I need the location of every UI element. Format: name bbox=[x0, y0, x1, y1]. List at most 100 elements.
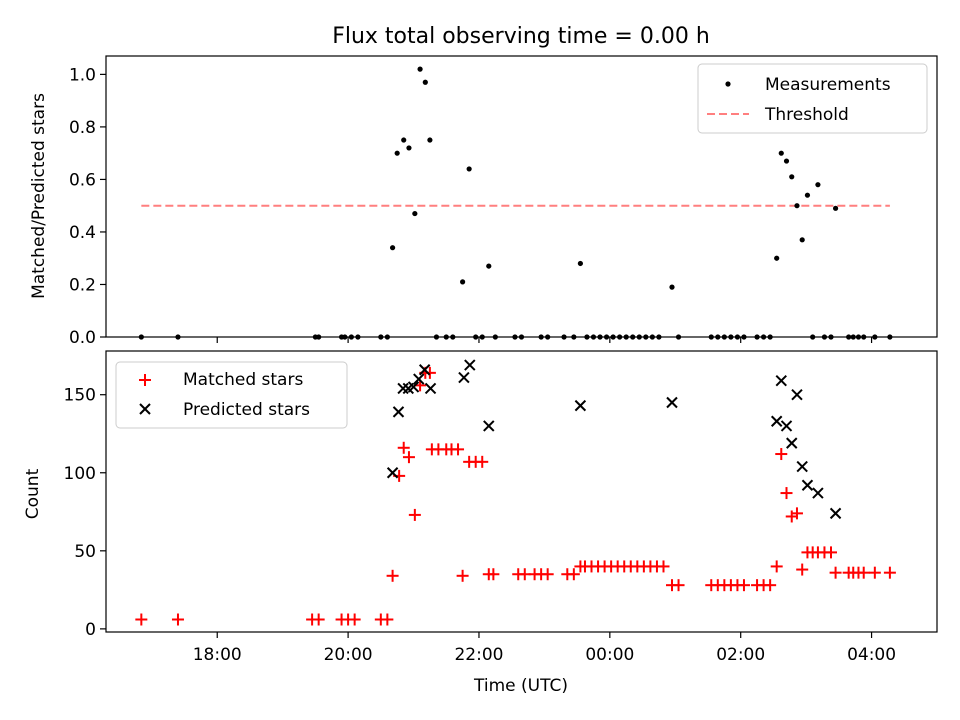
top-axes-frame bbox=[105, 55, 938, 338]
predicted-star-point bbox=[786, 437, 798, 449]
measurement-point bbox=[804, 192, 811, 198]
predicted-star-point bbox=[829, 507, 842, 520]
bottom-legend: Matched stars Predicted stars bbox=[115, 361, 348, 429]
matched-star-point bbox=[883, 566, 896, 579]
predicted-star-point bbox=[407, 381, 420, 393]
measurement-point bbox=[815, 182, 821, 188]
measurement-point bbox=[412, 210, 418, 217]
matched-star-point bbox=[381, 613, 394, 626]
matched-star-point bbox=[780, 487, 793, 500]
legend-matched-marker bbox=[139, 374, 151, 386]
matched-star-point bbox=[829, 566, 842, 579]
bottom-legend-box bbox=[115, 361, 348, 429]
bottom-axes-frame bbox=[105, 350, 938, 633]
measurement-point bbox=[794, 203, 800, 209]
legend-threshold-label: Threshold bbox=[764, 105, 849, 125]
top-y-axis-label: Matched/Predicted stars bbox=[29, 93, 49, 299]
predicted-star-point bbox=[791, 389, 803, 401]
matched-star-point bbox=[402, 451, 415, 464]
top-y-tick-label: 0.6 bbox=[69, 170, 96, 190]
predicted-star-point bbox=[424, 382, 437, 395]
matched-star-point bbox=[796, 563, 809, 576]
measurement-point bbox=[422, 79, 428, 85]
top-legend: Measurements Threshold bbox=[697, 63, 928, 134]
matched-star-point bbox=[770, 560, 783, 573]
measurement-point bbox=[832, 205, 839, 211]
predicted-star-point bbox=[812, 487, 824, 499]
measurement-point bbox=[406, 145, 412, 151]
top-y-axis: 0.0 0.2 0.4 0.6 0.8 1.0 bbox=[69, 65, 106, 348]
measurement-point bbox=[466, 166, 472, 172]
predicted-star-point bbox=[458, 371, 470, 384]
matched-star-point bbox=[541, 568, 554, 581]
matched-star-point bbox=[824, 546, 837, 559]
predicted-star-point bbox=[464, 359, 476, 371]
measurement-point bbox=[389, 245, 396, 251]
matched-star-point bbox=[348, 613, 361, 626]
measurement-point bbox=[401, 137, 407, 143]
measurement-point bbox=[774, 255, 780, 261]
matched-star-point bbox=[737, 579, 750, 592]
matched-star-point bbox=[386, 569, 399, 582]
x-tick-label: 04:00 bbox=[847, 645, 896, 665]
bottom-y-axis: 0 50 100 150 bbox=[64, 386, 106, 640]
legend-predicted-label: Predicted stars bbox=[183, 400, 310, 420]
matched-star-point bbox=[312, 613, 325, 626]
bottom-y-tick-label: 0 bbox=[85, 620, 96, 640]
measurement-point bbox=[417, 66, 423, 72]
predicted-star-point bbox=[418, 364, 431, 376]
x-tick-label: 20:00 bbox=[324, 645, 373, 665]
measurement-point bbox=[778, 150, 784, 156]
top-y-tick-label: 0.4 bbox=[69, 223, 96, 243]
matched-star-point bbox=[657, 560, 670, 573]
predicted-star-point bbox=[386, 467, 399, 479]
top-y-tick-label: 0.2 bbox=[69, 275, 96, 295]
measurement-point bbox=[789, 174, 795, 180]
predicted-star-point bbox=[397, 382, 409, 395]
top-x-ticks bbox=[216, 337, 873, 343]
legend-matched-label: Matched stars bbox=[183, 370, 303, 390]
matched-star-point bbox=[790, 507, 803, 520]
x-tick-label: 00:00 bbox=[585, 645, 634, 665]
predicted-star-point bbox=[796, 460, 808, 473]
predicted-star-point bbox=[770, 415, 783, 427]
predicted-star-point bbox=[574, 399, 587, 412]
measurement-point bbox=[394, 150, 400, 156]
measurement-point bbox=[486, 263, 492, 269]
measurement-point bbox=[427, 137, 433, 143]
chart-title: Flux total observing time = 0.00 h bbox=[332, 24, 710, 49]
x-tick-label: 02:00 bbox=[716, 645, 765, 665]
x-tick-label: 22:00 bbox=[454, 645, 503, 665]
matched-star-point bbox=[672, 579, 685, 592]
top-plot-area bbox=[138, 66, 893, 340]
measurement-point bbox=[460, 279, 466, 285]
matched-star-point bbox=[397, 441, 410, 454]
measurement-point bbox=[783, 158, 790, 164]
measurement-point bbox=[577, 260, 583, 267]
legend-measurements-label: Measurements bbox=[765, 75, 891, 95]
measurement-point bbox=[799, 237, 805, 243]
bottom-x-axis: 18:00 20:00 22:00 00:00 02:00 04:00 bbox=[193, 632, 896, 665]
x-axis-label: Time (UTC) bbox=[473, 676, 568, 696]
top-y-tick-label: 0.0 bbox=[69, 328, 96, 348]
predicted-star-point bbox=[392, 406, 405, 418]
matched-star-point bbox=[567, 568, 580, 581]
matched-star-point bbox=[764, 579, 777, 592]
predicted-star-point bbox=[801, 479, 814, 491]
top-legend-box bbox=[697, 63, 928, 134]
predicted-star-point bbox=[666, 396, 678, 409]
bottom-y-axis-label: Count bbox=[23, 468, 43, 519]
top-y-tick-label: 0.8 bbox=[69, 118, 96, 138]
bottom-y-tick-label: 100 bbox=[64, 464, 96, 484]
matched-star-point bbox=[775, 448, 788, 461]
matched-star-point bbox=[487, 568, 500, 581]
matched-star-point bbox=[452, 443, 465, 456]
bottom-y-tick-label: 150 bbox=[64, 386, 96, 406]
bottom-panel: 0 50 100 150 18:00 20:00 22:00 00:00 02:00 04:00… bbox=[23, 350, 938, 696]
matched-star-point bbox=[857, 566, 870, 579]
x-tick-label: 18:00 bbox=[193, 645, 242, 665]
matched-star-point bbox=[476, 455, 489, 468]
matched-star-point bbox=[456, 569, 469, 582]
top-y-tick-label: 1.0 bbox=[69, 65, 96, 85]
